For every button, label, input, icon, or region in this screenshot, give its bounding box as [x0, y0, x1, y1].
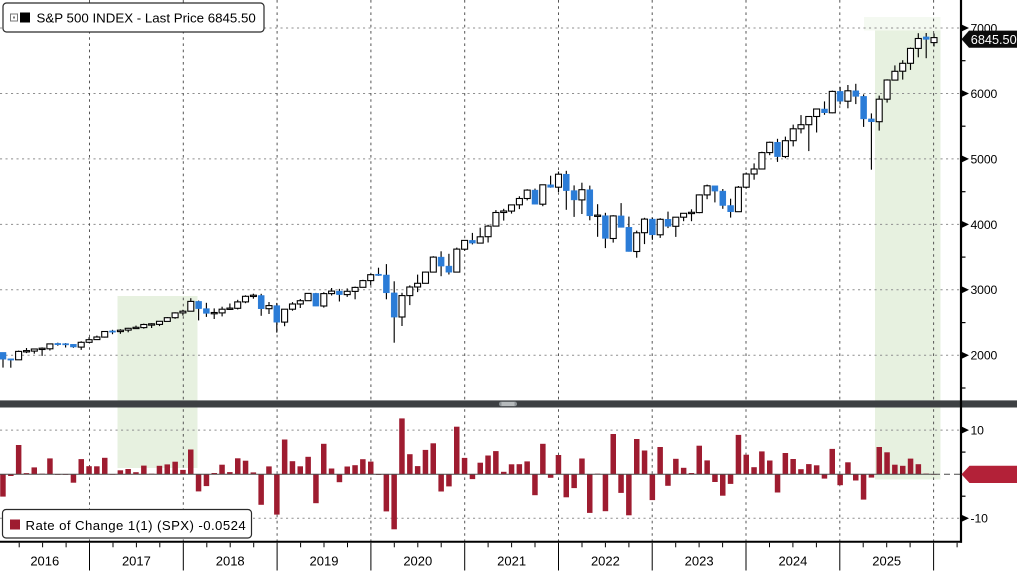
svg-text:6845.50: 6845.50: [971, 33, 1017, 47]
svg-text:2016: 2016: [30, 554, 59, 569]
svg-text:2025: 2025: [872, 554, 901, 569]
svg-text:2019: 2019: [310, 554, 339, 569]
svg-text:5000: 5000: [971, 152, 998, 166]
svg-text:2020: 2020: [403, 554, 432, 569]
svg-text:Rate of Change 1(1) (SPX) -0.0: Rate of Change 1(1) (SPX) -0.0524: [26, 518, 247, 533]
svg-text:4000: 4000: [971, 218, 998, 232]
svg-text:3000: 3000: [971, 283, 998, 297]
svg-text:2022: 2022: [591, 554, 620, 569]
svg-text:2018: 2018: [216, 554, 245, 569]
svg-text:6000: 6000: [971, 87, 998, 101]
svg-text:2017: 2017: [122, 554, 151, 569]
svg-text:S&P 500 INDEX - Last Price 684: S&P 500 INDEX - Last Price 6845.50: [37, 11, 256, 26]
svg-text:2000: 2000: [971, 349, 998, 363]
svg-text:10: 10: [971, 424, 985, 438]
svg-text:-10: -10: [971, 512, 989, 526]
svg-text:2021: 2021: [497, 554, 526, 569]
svg-text:2023: 2023: [685, 554, 714, 569]
svg-text:2024: 2024: [778, 554, 807, 569]
